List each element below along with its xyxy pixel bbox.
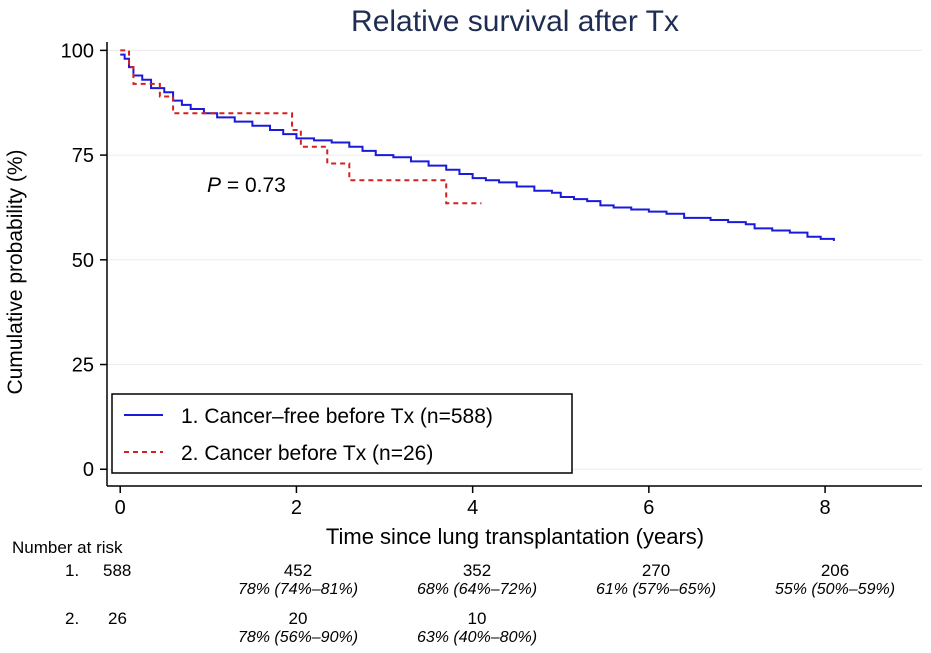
risk-row-2-survival: 78% (56%–90%) bbox=[237, 629, 359, 646]
chart-title: Relative survival after Tx bbox=[351, 5, 679, 38]
y-tick-label: 100 bbox=[61, 40, 94, 62]
risk-row-1-count: 352 bbox=[462, 561, 492, 580]
risk-row-1-count: 270 bbox=[641, 561, 671, 580]
x-tick-label: 2 bbox=[291, 497, 302, 519]
y-tick-label: 75 bbox=[72, 145, 94, 167]
y-axis: 0 25 50 75 100 bbox=[61, 40, 108, 486]
legend-box bbox=[111, 393, 573, 474]
survival-curves bbox=[120, 49, 835, 241]
y-tick-label: 25 bbox=[72, 355, 94, 377]
risk-row-2-count: 10 bbox=[467, 609, 487, 628]
risk-row-2-survival: 63% (40%–80%) bbox=[416, 629, 538, 646]
x-tick-label: 6 bbox=[643, 497, 654, 519]
x-tick-label: 4 bbox=[467, 497, 478, 519]
risk-row-1-start: 588 bbox=[103, 561, 132, 580]
risk-row-2-count: 20 bbox=[288, 609, 308, 628]
risk-row-1-survival: 61% (57%–65%) bbox=[595, 581, 717, 598]
risk-row-2-start: 26 bbox=[108, 609, 127, 628]
risk-table-header: Number at risk bbox=[12, 538, 123, 557]
legend: 1. Cancer–free before Tx (n=588) 2. Canc… bbox=[111, 393, 573, 474]
legend-label-series-1: 1. Cancer–free before Tx (n=588) bbox=[181, 405, 493, 428]
survival-curve-series-1 bbox=[120, 53, 835, 241]
x-tick-label: 0 bbox=[115, 497, 126, 519]
p-value: = 0.73 bbox=[221, 174, 286, 197]
p-label: P bbox=[207, 174, 221, 197]
x-axis: 0 2 4 6 8 bbox=[107, 485, 922, 519]
risk-row-1-survival: 68% (64%–72%) bbox=[416, 581, 538, 598]
risk-row-1-count: 206 bbox=[820, 561, 850, 580]
x-tick-label: 8 bbox=[820, 497, 831, 519]
risk-row-1-count: 452 bbox=[283, 561, 313, 580]
p-value-annotation: P = 0.73 bbox=[207, 174, 286, 197]
y-tick-label: 50 bbox=[72, 250, 94, 272]
y-axis-label: Cumulative probability (%) bbox=[4, 149, 27, 394]
risk-row-1-label: 1. bbox=[65, 561, 80, 580]
legend-label-series-2: 2. Cancer before Tx (n=26) bbox=[181, 442, 433, 465]
gridlines bbox=[107, 49, 922, 470]
risk-row-2-label: 2. bbox=[65, 609, 80, 628]
risk-row-1-survival: 55% (50%–59%) bbox=[774, 581, 896, 598]
survival-curve-series-2 bbox=[120, 49, 482, 205]
y-tick-label: 0 bbox=[83, 459, 94, 481]
x-axis-label: Time since lung transplantation (years) bbox=[326, 524, 704, 549]
risk-row-1-survival: 78% (74%–81%) bbox=[237, 581, 359, 598]
